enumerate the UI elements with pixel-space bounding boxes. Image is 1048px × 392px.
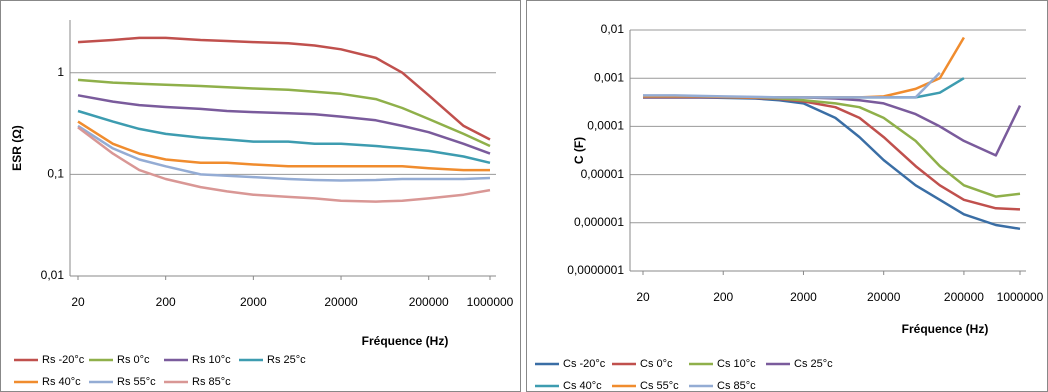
x-tick-label: 200 <box>713 290 733 304</box>
y-axis-title: ESR (Ω) <box>10 125 24 171</box>
legend-label: Cs 85°c <box>717 380 756 392</box>
x-tick-label: 2000 <box>790 290 817 304</box>
y-tick-label: 1 <box>57 65 64 79</box>
x-tick-label: 1000000 <box>997 290 1044 304</box>
legend-label: Cs 40°c <box>563 380 602 392</box>
x-axis-title: Fréquence (Hz) <box>362 334 449 348</box>
right-panel <box>526 0 1048 392</box>
legend-label: Cs 25°c <box>794 358 833 370</box>
legend-label: Cs 0°c <box>640 358 673 370</box>
series-line <box>77 126 491 203</box>
y-axis-title: C (F) <box>572 137 586 164</box>
x-tick-label: 20000 <box>324 295 358 309</box>
y-tick-label: 0,01 <box>601 22 625 36</box>
x-tick-label: 20000 <box>867 290 901 304</box>
legend-label: Cs -20°c <box>563 358 606 370</box>
legend-label: Cs 10°c <box>717 358 756 370</box>
series-line <box>77 78 491 148</box>
x-axis-title: Fréquence (Hz) <box>902 322 989 336</box>
x-tick-label: 200 <box>156 295 176 309</box>
x-tick-label: 1000000 <box>467 295 514 309</box>
series-line <box>77 124 491 182</box>
y-tick-label: 0,1 <box>47 167 64 181</box>
y-tick-label: 0,00001 <box>581 167 625 181</box>
x-tick-label: 20 <box>71 295 85 309</box>
series-line <box>77 36 491 141</box>
legend-label: Rs 0°c <box>117 354 150 366</box>
series-line <box>643 71 941 99</box>
series-line <box>77 109 491 165</box>
legend-label: Rs 40°c <box>42 376 81 388</box>
legend-label: Rs 85°c <box>192 376 231 388</box>
y-tick-label: 0,01 <box>41 268 65 282</box>
x-tick-label: 200000 <box>944 290 984 304</box>
legend-label: Cs 55°c <box>640 380 679 392</box>
y-tick-label: 0,0000001 <box>567 263 624 277</box>
series-line <box>77 94 491 155</box>
series-line <box>77 120 490 172</box>
legend-label: Rs 10°c <box>192 354 231 366</box>
x-tick-label: 20 <box>636 290 650 304</box>
legend-label: Rs -20°c <box>42 354 85 366</box>
y-tick-label: 0,001 <box>594 70 624 84</box>
y-tick-label: 0,0001 <box>587 119 624 133</box>
x-tick-label: 2000 <box>240 295 267 309</box>
legend-label: Rs 25°c <box>267 354 306 366</box>
x-tick-label: 200000 <box>409 295 449 309</box>
y-tick-label: 0,000001 <box>574 215 624 229</box>
legend-label: Rs 55°c <box>117 376 156 388</box>
